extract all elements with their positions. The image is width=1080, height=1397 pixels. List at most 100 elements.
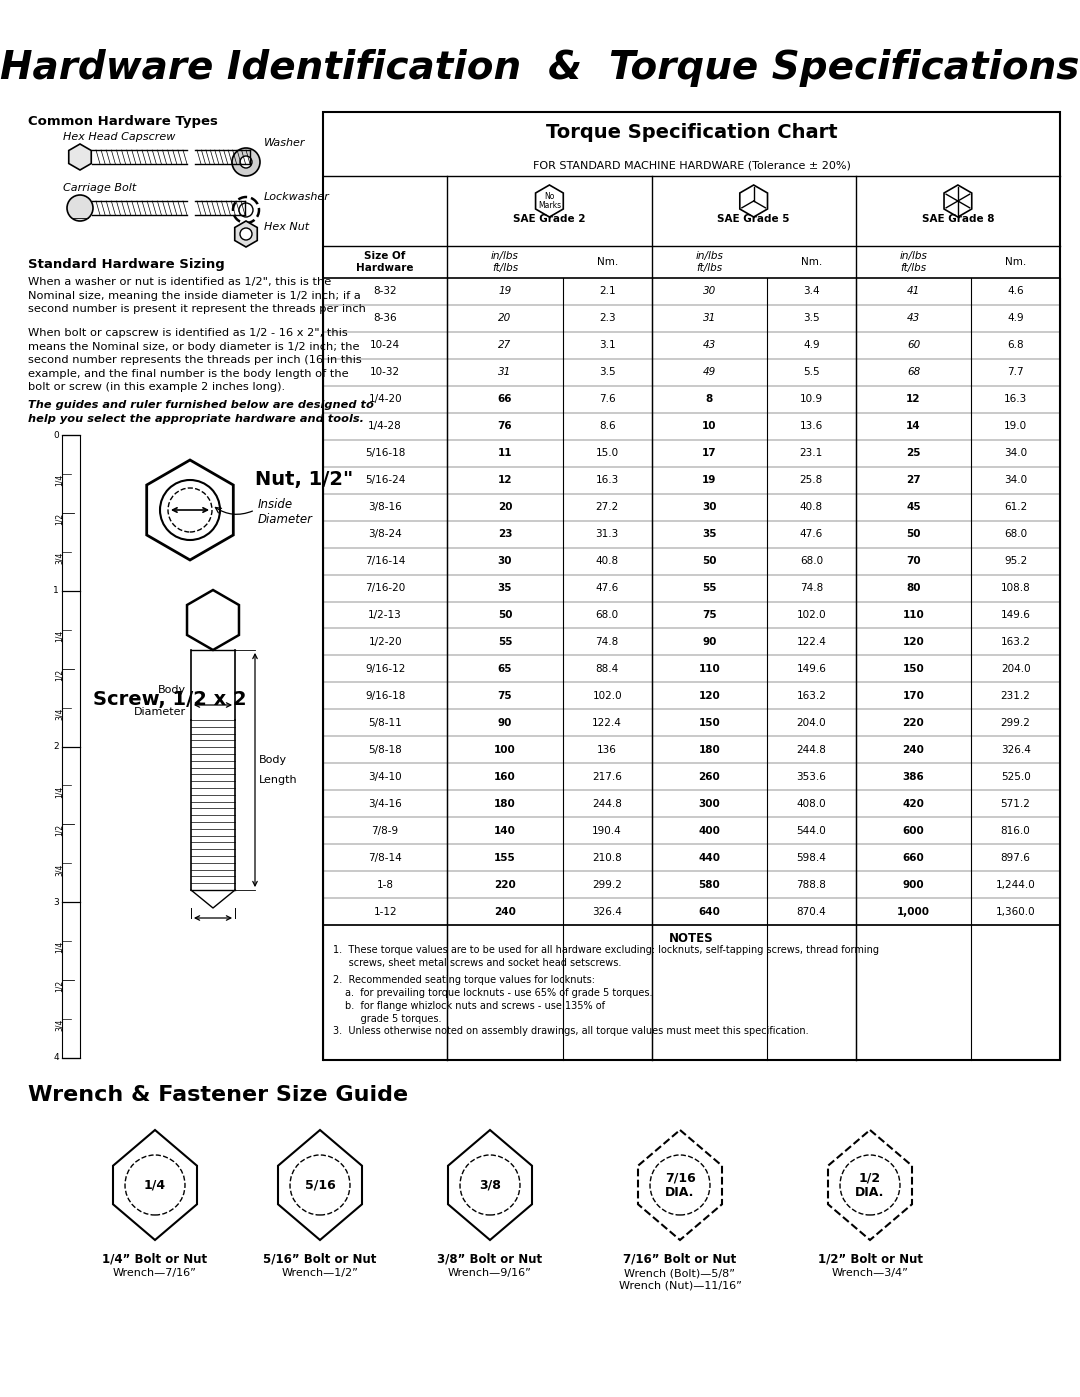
Text: 180: 180 — [495, 799, 516, 809]
Text: 1/4: 1/4 — [54, 474, 64, 486]
Text: 90: 90 — [702, 637, 716, 647]
Text: 571.2: 571.2 — [1001, 799, 1030, 809]
Text: 7.6: 7.6 — [598, 394, 616, 404]
Text: 5/16” Bolt or Nut: 5/16” Bolt or Nut — [264, 1252, 377, 1266]
Text: Nm.: Nm. — [800, 257, 822, 267]
Text: 5/16-24: 5/16-24 — [365, 475, 405, 485]
Text: 1/4: 1/4 — [144, 1179, 166, 1192]
Text: 19.0: 19.0 — [1004, 422, 1027, 432]
Text: 27.2: 27.2 — [595, 502, 619, 513]
Text: 1/2-13: 1/2-13 — [368, 610, 402, 620]
Text: Body: Body — [259, 754, 287, 766]
Text: 35: 35 — [702, 529, 716, 539]
Text: 897.6: 897.6 — [1001, 852, 1030, 862]
Text: 7/16” Bolt or Nut: 7/16” Bolt or Nut — [623, 1252, 737, 1266]
Text: 15.0: 15.0 — [595, 448, 619, 458]
Text: 163.2: 163.2 — [1001, 637, 1030, 647]
Text: 75: 75 — [702, 610, 716, 620]
Text: in/lbs
ft/lbs: in/lbs ft/lbs — [696, 251, 724, 272]
Text: Wrench—1/2”: Wrench—1/2” — [282, 1268, 359, 1278]
Text: 49: 49 — [703, 367, 716, 377]
Text: 10.9: 10.9 — [800, 394, 823, 404]
Text: 27: 27 — [498, 341, 512, 351]
Text: 0: 0 — [53, 430, 59, 440]
Text: in/lbs
ft/lbs: in/lbs ft/lbs — [491, 251, 519, 272]
Text: 23: 23 — [498, 529, 512, 539]
Text: 70: 70 — [906, 556, 921, 566]
Text: 25: 25 — [906, 448, 921, 458]
Text: 100: 100 — [495, 745, 516, 754]
Text: Wrench—3/4”: Wrench—3/4” — [832, 1268, 908, 1278]
Circle shape — [232, 148, 260, 176]
Text: 440: 440 — [699, 852, 720, 862]
Text: Inside
Diameter: Inside Diameter — [258, 497, 313, 527]
Text: 34.0: 34.0 — [1004, 475, 1027, 485]
Text: 3.4: 3.4 — [804, 286, 820, 296]
Text: 149.6: 149.6 — [796, 664, 826, 673]
Text: NOTES: NOTES — [670, 932, 714, 944]
Text: 8.6: 8.6 — [598, 422, 616, 432]
Text: 408.0: 408.0 — [797, 799, 826, 809]
Text: 420: 420 — [903, 799, 924, 809]
Text: Nm.: Nm. — [596, 257, 618, 267]
Text: 23.1: 23.1 — [800, 448, 823, 458]
Text: 88.4: 88.4 — [595, 664, 619, 673]
Text: 2.  Recommended seating torque values for locknuts:: 2. Recommended seating torque values for… — [333, 975, 595, 985]
Text: SAE Grade 5: SAE Grade 5 — [717, 214, 789, 224]
Text: 5.5: 5.5 — [804, 367, 820, 377]
Text: 170: 170 — [903, 692, 924, 701]
Text: 120: 120 — [903, 637, 924, 647]
Text: 47.6: 47.6 — [800, 529, 823, 539]
Text: 3.5: 3.5 — [598, 367, 616, 377]
Text: Washer: Washer — [264, 138, 306, 148]
Text: Wrench—7/16”: Wrench—7/16” — [113, 1268, 197, 1278]
Text: 7/8-14: 7/8-14 — [368, 852, 402, 862]
Text: 5/8-18: 5/8-18 — [368, 745, 402, 754]
Text: Hex Head Capscrew: Hex Head Capscrew — [63, 131, 175, 142]
Text: Wrench—9/16”: Wrench—9/16” — [448, 1268, 532, 1278]
Text: 598.4: 598.4 — [796, 852, 826, 862]
Text: 4.9: 4.9 — [1008, 313, 1024, 324]
Text: 1,000: 1,000 — [897, 907, 930, 916]
Text: 1-8: 1-8 — [377, 880, 393, 890]
Circle shape — [240, 156, 252, 168]
Text: 4.6: 4.6 — [1008, 286, 1024, 296]
Text: 12: 12 — [498, 475, 512, 485]
Text: 10: 10 — [702, 422, 716, 432]
Text: 65: 65 — [498, 664, 512, 673]
Text: SAE Grade 2: SAE Grade 2 — [513, 214, 585, 224]
Text: Lockwasher: Lockwasher — [264, 191, 329, 203]
Text: 61.2: 61.2 — [1004, 502, 1027, 513]
Text: 1.  These torque values are to be used for all hardware excluding: locknuts, sel: 1. These torque values are to be used fo… — [333, 944, 879, 968]
Text: 231.2: 231.2 — [1001, 692, 1030, 701]
Text: Wrench (Bolt)—5/8”
Wrench (Nut)—11/16”: Wrench (Bolt)—5/8” Wrench (Nut)—11/16” — [619, 1268, 742, 1291]
Text: 3/4: 3/4 — [54, 863, 64, 876]
Text: 68.0: 68.0 — [595, 610, 619, 620]
Text: 3.  Unless otherwise noted on assembly drawings, all torque values must meet thi: 3. Unless otherwise noted on assembly dr… — [333, 1025, 809, 1037]
Text: 3/8” Bolt or Nut: 3/8” Bolt or Nut — [437, 1252, 542, 1266]
Text: 220: 220 — [903, 718, 924, 728]
Text: 66: 66 — [498, 394, 512, 404]
Text: 7/8-9: 7/8-9 — [372, 826, 399, 835]
Text: Nut, 1/2": Nut, 1/2" — [255, 471, 353, 489]
Text: 27: 27 — [906, 475, 921, 485]
Text: 30: 30 — [498, 556, 512, 566]
Polygon shape — [69, 144, 91, 170]
Text: 16.3: 16.3 — [595, 475, 619, 485]
Text: 11: 11 — [498, 448, 512, 458]
Text: 1/2
DIA.: 1/2 DIA. — [855, 1172, 885, 1199]
Text: 19: 19 — [498, 286, 512, 296]
Text: 3/4-10: 3/4-10 — [368, 771, 402, 782]
Text: 2: 2 — [53, 742, 59, 752]
Text: 1: 1 — [53, 587, 59, 595]
Text: 4.9: 4.9 — [804, 341, 820, 351]
Text: 110: 110 — [699, 664, 720, 673]
Text: 136: 136 — [597, 745, 617, 754]
Text: 1/2-20: 1/2-20 — [368, 637, 402, 647]
Text: 9/16-12: 9/16-12 — [365, 664, 405, 673]
Text: b.  for flange whizlock nuts and screws - use 135% of
     grade 5 torques.: b. for flange whizlock nuts and screws -… — [345, 1002, 605, 1024]
Text: 160: 160 — [495, 771, 516, 782]
Text: 7.7: 7.7 — [1008, 367, 1024, 377]
Text: 1/4” Bolt or Nut: 1/4” Bolt or Nut — [103, 1252, 207, 1266]
Text: 2.1: 2.1 — [598, 286, 616, 296]
